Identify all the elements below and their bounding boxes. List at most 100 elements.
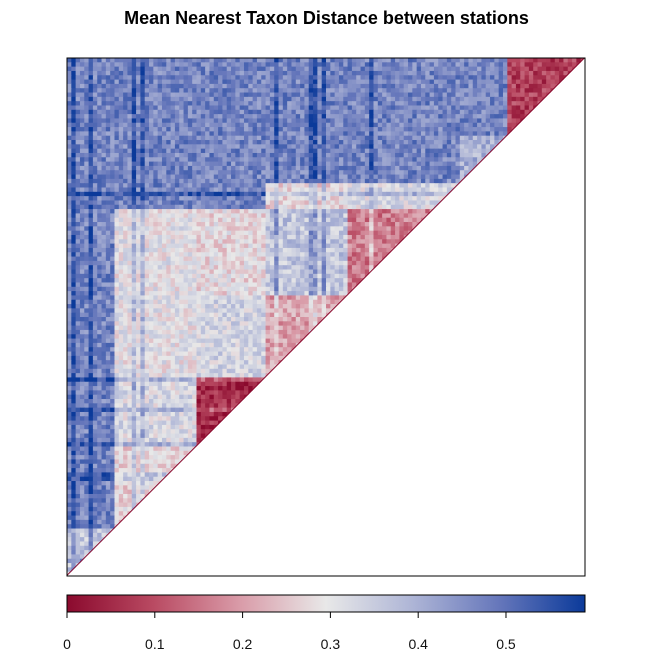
heatmap-cell [157,88,163,94]
heatmap-cell [243,109,249,115]
heatmap-cell [455,62,461,68]
heatmap-cell [485,96,491,102]
heatmap-cell [541,79,547,85]
heatmap-cell [183,187,189,193]
heatmap-cell [490,118,495,124]
heatmap-cell [321,58,327,63]
heatmap-cell [101,75,107,81]
heatmap-cell [149,230,154,236]
heatmap-cell [105,118,111,124]
heatmap-cell [149,161,154,167]
heatmap-cell [347,83,353,89]
heatmap-cell [248,239,254,245]
heatmap-cell [187,260,193,266]
heatmap-cell [153,62,159,68]
heatmap-cell [528,92,534,98]
heatmap-cell [300,152,306,158]
heatmap-cell [520,58,526,63]
heatmap-cell [140,96,146,102]
heatmap-cell [114,152,120,158]
heatmap-cell [256,144,262,150]
heatmap-cell [278,88,284,94]
heatmap-cell [75,269,81,275]
heatmap-cell [455,178,461,184]
heatmap-cell [274,222,280,227]
heatmap-cell [114,170,120,176]
heatmap-cell [420,196,426,202]
heatmap-cell [140,243,146,249]
heatmap-cell [192,152,198,158]
heatmap-cell [157,265,163,271]
heatmap-cell [218,273,223,279]
heatmap-cell [192,204,198,210]
heatmap-cell [101,209,107,214]
heatmap-cell [278,230,284,236]
heatmap-cell [373,96,379,102]
heatmap-cell [287,92,293,98]
heatmap-cell [153,222,159,227]
heatmap-cell [395,114,400,120]
heatmap-cell [67,75,72,81]
heatmap-cell [140,273,146,279]
heatmap-cell [459,75,465,81]
heatmap-cell [71,213,77,219]
heatmap-cell [291,96,297,102]
heatmap-cell [347,269,353,275]
heatmap-cell [144,101,150,107]
heatmap-cell [105,170,111,176]
heatmap-cell [317,161,323,167]
heatmap-cell [92,58,98,63]
heatmap-cell [218,200,223,206]
heatmap-cell [222,178,228,184]
heatmap-cell [127,230,133,236]
heatmap-cell [118,157,124,163]
heatmap-cell [511,92,517,98]
heatmap-cell [179,234,185,240]
heatmap-cell [416,101,422,107]
heatmap-cell [252,101,258,107]
heatmap-cell [127,75,133,81]
heatmap-cell [429,152,435,158]
heatmap-cell [399,222,405,227]
heatmap-cell [507,92,513,98]
heatmap-cell [265,252,271,258]
heatmap-cell [282,157,288,163]
heatmap-cell [282,265,288,271]
heatmap-cell [205,243,211,249]
heatmap-cell [554,58,560,63]
heatmap-cell [287,196,293,202]
heatmap-cell [347,131,353,137]
heatmap-cell [282,114,288,120]
heatmap-cell [92,187,98,193]
heatmap-cell [136,148,141,154]
heatmap-cell [356,174,362,180]
heatmap-cell [84,260,90,266]
heatmap-cell [170,239,176,245]
heatmap-cell [528,101,534,107]
heatmap-cell [300,239,306,245]
heatmap-cell [196,226,202,232]
heatmap-cell [239,170,245,176]
heatmap-cell [243,66,249,72]
heatmap-cell [524,118,530,124]
heatmap-cell [261,144,267,150]
heatmap-cell [494,140,500,145]
heatmap-cell [477,105,482,111]
heatmap-cell [140,114,146,120]
heatmap-cell [179,239,185,245]
heatmap-cell [351,152,357,158]
heatmap-cell [433,140,439,145]
heatmap-cell [468,144,474,150]
heatmap-cell [183,234,189,240]
heatmap-cell [248,66,254,72]
heatmap-cell [494,127,500,132]
heatmap-cell [300,174,306,180]
heatmap-cell [438,183,444,189]
heatmap-cell [101,122,107,128]
heatmap-cell [248,273,254,279]
heatmap-cell [326,260,331,266]
heatmap-cell [235,204,241,210]
heatmap-cell [252,278,258,284]
heatmap-cell [200,273,206,279]
heatmap-cell [464,131,470,137]
